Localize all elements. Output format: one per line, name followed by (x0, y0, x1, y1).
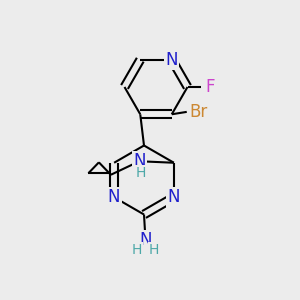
Text: H: H (136, 166, 146, 180)
Text: N: N (166, 51, 178, 69)
Text: H: H (149, 244, 159, 257)
Text: F: F (206, 78, 215, 96)
Text: N: N (133, 152, 145, 170)
Text: Br: Br (189, 103, 207, 121)
Text: N: N (108, 188, 120, 206)
Text: N: N (168, 188, 180, 206)
Text: H: H (132, 244, 142, 257)
Text: N: N (139, 231, 152, 249)
